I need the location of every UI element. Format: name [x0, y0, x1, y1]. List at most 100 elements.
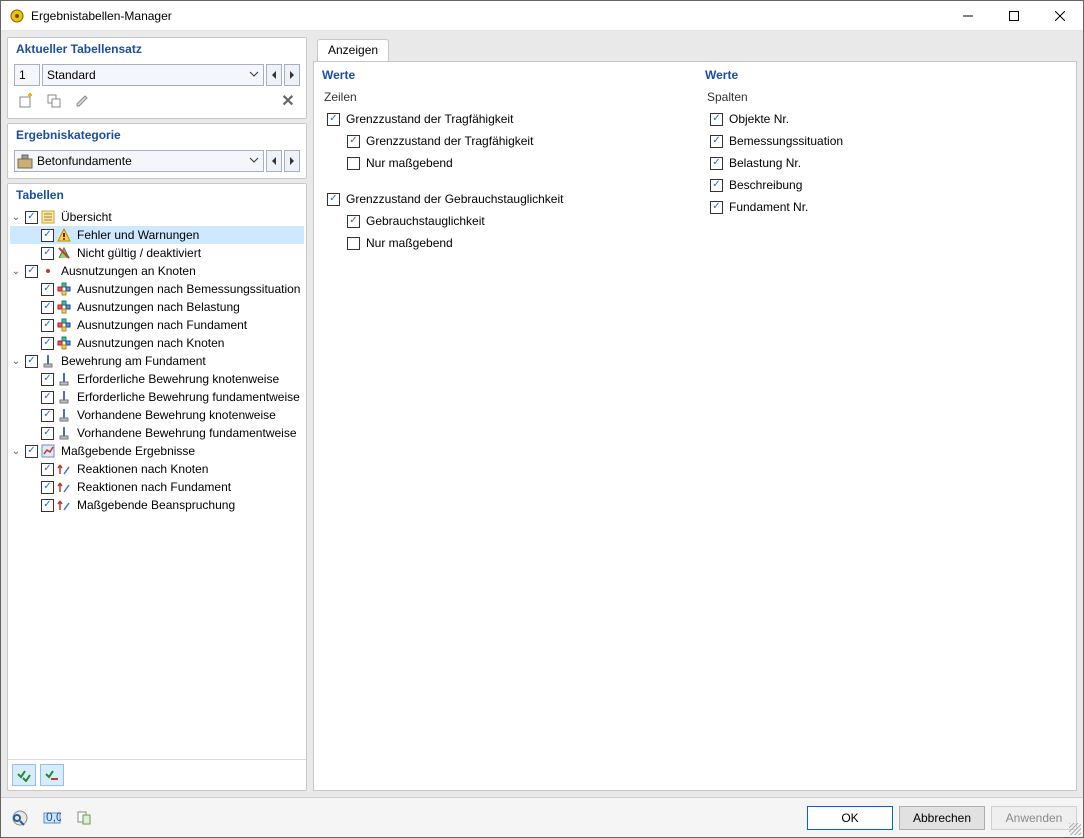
maximize-button[interactable]	[991, 1, 1037, 31]
row-group[interactable]: Grenzzustand der Gebrauchstauglichkeit	[322, 188, 685, 210]
tab-anzeigen[interactable]: Anzeigen	[317, 39, 389, 61]
tree-row[interactable]: Reaktionen nach Knoten	[10, 460, 304, 478]
tree-checkbox[interactable]	[41, 337, 54, 350]
ok-button[interactable]: OK	[807, 806, 893, 830]
tree-row[interactable]: ⌄Maßgebende Ergebnisse	[10, 442, 304, 460]
tree-row[interactable]: ⌄Bewehrung am Fundament	[10, 352, 304, 370]
checkbox[interactable]	[710, 179, 723, 192]
tree-row[interactable]: Vorhandene Bewehrung knotenweise	[10, 406, 304, 424]
cols-header: Werte	[705, 68, 1068, 88]
tree-checkbox[interactable]	[41, 391, 54, 404]
tree-row[interactable]: Erforderliche Bewehrung knotenweise	[10, 370, 304, 388]
column-item[interactable]: Fundament Nr.	[705, 196, 1068, 218]
check-all-button[interactable]	[12, 764, 36, 786]
copy-tableset-button[interactable]	[42, 90, 66, 112]
tree-row[interactable]: Ausnutzungen nach Fundament	[10, 316, 304, 334]
checkbox[interactable]	[327, 113, 340, 126]
tables-panel: Tabellen ⌄ÜbersichtFehler und WarnungenN…	[7, 183, 307, 791]
expander-icon[interactable]: ⌄	[10, 265, 22, 277]
checkbox[interactable]	[347, 215, 360, 228]
tree-checkbox[interactable]	[41, 301, 54, 314]
checkbox[interactable]	[710, 157, 723, 170]
tree-checkbox[interactable]	[41, 481, 54, 494]
tree-checkbox[interactable]	[25, 265, 38, 278]
tree-checkbox[interactable]	[41, 373, 54, 386]
tables-tree[interactable]: ⌄ Übersicht Fehler und Warnungen Nicht gült…	[8, 206, 306, 759]
column-item[interactable]: Belastung Nr.	[705, 152, 1068, 174]
category-name: Betonfundamente	[37, 154, 132, 168]
checkbox[interactable]	[347, 135, 360, 148]
column-item[interactable]: Bemessungssituation	[705, 130, 1068, 152]
tableset-next-button[interactable]	[284, 64, 300, 86]
minimize-button[interactable]	[945, 1, 991, 31]
window-buttons	[945, 1, 1083, 31]
new-tableset-button[interactable]	[14, 90, 38, 112]
close-button[interactable]	[1037, 1, 1083, 31]
tree-checkbox[interactable]	[25, 211, 38, 224]
tree-checkbox[interactable]	[41, 463, 54, 476]
tree-row[interactable]: Vorhandene Bewehrung fundamentweise	[10, 424, 304, 442]
row-group[interactable]: Grenzzustand der Tragfähigkeit	[322, 108, 685, 130]
copy-settings-button[interactable]	[71, 806, 97, 830]
cancel-button[interactable]: Abbrechen	[899, 806, 985, 830]
edit-tableset-button[interactable]	[70, 90, 94, 112]
tree-row[interactable]: ⌄Ausnutzungen an Knoten	[10, 262, 304, 280]
expander-icon[interactable]: ⌄	[10, 445, 22, 457]
rebar-icon	[57, 372, 71, 386]
tableset-prev-button[interactable]	[266, 64, 282, 86]
category-next-button[interactable]	[284, 150, 300, 172]
category-dropdown[interactable]: Betonfundamente	[14, 150, 264, 172]
tree-label: Reaktionen nach Fundament	[75, 480, 233, 494]
tree-row[interactable]: Nicht gültig / deaktiviert	[10, 244, 304, 262]
tree-row[interactable]: Erforderliche Bewehrung fundamentweise	[10, 388, 304, 406]
column-item[interactable]: Beschreibung	[705, 174, 1068, 196]
delete-tableset-button[interactable]: ✕	[276, 90, 300, 112]
tree-row[interactable]: Fehler und Warnungen	[10, 226, 304, 244]
tableset-dropdown[interactable]: Standard	[42, 64, 264, 86]
row-item[interactable]: Gebrauchstauglichkeit	[322, 210, 685, 232]
resize-grip[interactable]	[1069, 823, 1081, 835]
tree-checkbox[interactable]	[25, 355, 38, 368]
checkbox[interactable]	[327, 193, 340, 206]
help-button[interactable]	[7, 806, 33, 830]
tree-row[interactable]: Ausnutzungen nach Belastung	[10, 298, 304, 316]
tree-checkbox[interactable]	[41, 499, 54, 512]
tree-checkbox[interactable]	[41, 247, 54, 260]
app-icon	[9, 8, 25, 24]
tree-checkbox[interactable]	[41, 427, 54, 440]
column-item[interactable]: Objekte Nr.	[705, 108, 1068, 130]
item-label: Nur maßgebend	[366, 156, 453, 170]
expander-icon[interactable]: ⌄	[10, 211, 22, 223]
tree-label: Ausnutzungen nach Belastung	[75, 300, 242, 314]
tree-checkbox[interactable]	[41, 283, 54, 296]
category-row: Betonfundamente	[14, 150, 300, 172]
units-button[interactable]: 0,00	[39, 806, 65, 830]
tree-checkbox[interactable]	[41, 319, 54, 332]
tree-label: Fehler und Warnungen	[75, 228, 201, 242]
category-prev-button[interactable]	[266, 150, 282, 172]
tree-checkbox[interactable]	[41, 409, 54, 422]
tree-checkbox[interactable]	[41, 229, 54, 242]
tree-row[interactable]: Reaktionen nach Fundament	[10, 478, 304, 496]
tree-label: Übersicht	[59, 210, 114, 224]
tree-row[interactable]: Ausnutzungen nach Knoten	[10, 334, 304, 352]
row-item[interactable]: Grenzzustand der Tragfähigkeit	[322, 130, 685, 152]
tree-row[interactable]: ⌄ Übersicht	[10, 208, 304, 226]
tableset-toolbar: ✕	[14, 86, 300, 112]
uncheck-all-button[interactable]	[40, 764, 64, 786]
tree-row[interactable]: Maßgebende Beanspruchung	[10, 496, 304, 514]
tableset-name: Standard	[47, 68, 96, 82]
apply-button[interactable]: Anwenden	[991, 806, 1077, 830]
tree-checkbox[interactable]	[25, 445, 38, 458]
chevron-down-icon	[249, 68, 259, 82]
row-item[interactable]: Nur maßgebend	[322, 152, 685, 174]
row-item[interactable]: Nur maßgebend	[322, 232, 685, 254]
checkbox[interactable]	[710, 201, 723, 214]
tree-row[interactable]: Ausnutzungen nach Bemessungssituation	[10, 280, 304, 298]
checkbox[interactable]	[347, 157, 360, 170]
checkbox[interactable]	[710, 113, 723, 126]
checkbox[interactable]	[710, 135, 723, 148]
expander-icon[interactable]: ⌄	[10, 355, 22, 367]
tableset-number[interactable]: 1	[14, 64, 40, 86]
checkbox[interactable]	[347, 237, 360, 250]
